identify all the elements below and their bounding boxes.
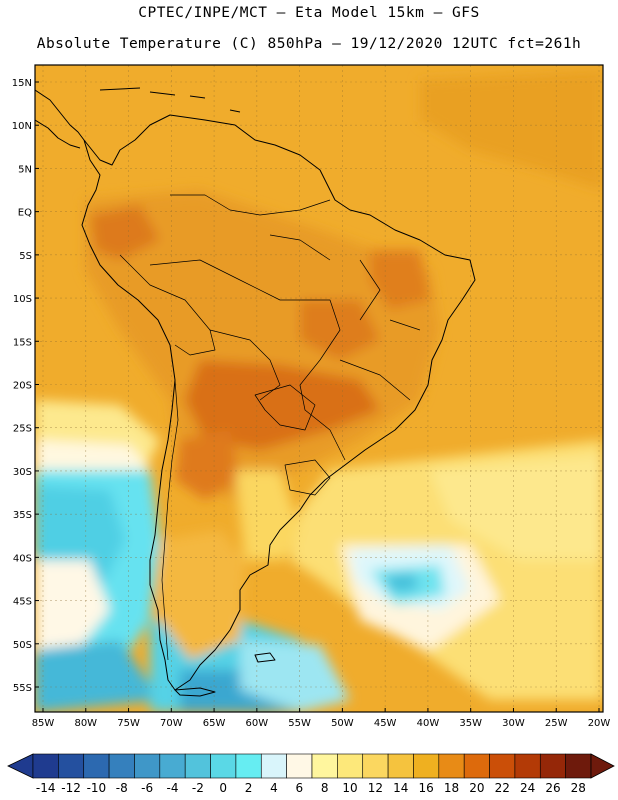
colorbar-label: 12: [368, 781, 383, 795]
colorbar-cell: [463, 753, 490, 779]
colorbar-cell: [539, 753, 566, 779]
lat-label: 15S: [13, 337, 32, 348]
lat-label: 25S: [13, 424, 32, 435]
colorbar-cell: [565, 753, 592, 779]
colorbar-cell: [58, 753, 85, 779]
colorbar-cell: [83, 753, 110, 779]
temperature-field: [35, 65, 603, 712]
lon-label: 70W: [160, 718, 183, 729]
colorbar-label: -10: [87, 781, 107, 795]
title-field: Absolute Temperature (C) 850hPa – 19/12/…: [36, 36, 582, 52]
colorbar-label: -14: [36, 781, 56, 795]
border-brazil: [149, 194, 346, 461]
lon-label: 35W: [459, 718, 482, 729]
border-states: [269, 234, 421, 401]
colorbar-label: -8: [116, 781, 128, 795]
map-frame: [34, 64, 604, 713]
colorbar-arrow-right: [590, 753, 615, 779]
title-model: CPTEC/INPE/MCT – Eta Model 15km – GFS: [138, 5, 480, 21]
colorbar-label: 14: [393, 781, 408, 795]
colorbar-cell: [413, 753, 440, 779]
colorbar-cell: [134, 753, 161, 779]
lat-label: 35S: [13, 510, 32, 521]
colorbar-cell: [210, 753, 237, 779]
lon-label: 30W: [502, 718, 525, 729]
colorbar-label: 4: [270, 781, 278, 795]
colorbar-label: 28: [571, 781, 586, 795]
colorbar-label: 6: [295, 781, 303, 795]
colorbar-label: 8: [321, 781, 329, 795]
colorbar-label: 20: [469, 781, 484, 795]
colorbar-cell: [387, 753, 414, 779]
colorbar-label: 16: [418, 781, 433, 795]
colorbar-cell: [159, 753, 186, 779]
colorbar-label: -6: [141, 781, 153, 795]
country-borders: [119, 194, 421, 661]
coastlines: [35, 87, 476, 697]
lat-label: 10S: [13, 294, 32, 305]
lon-label: 20W: [588, 718, 611, 729]
lat-label: 15N: [12, 78, 32, 89]
lat-label: 10N: [12, 121, 32, 132]
lon-label: 40W: [417, 718, 440, 729]
colorbar-label: 22: [495, 781, 510, 795]
colorbar-cell: [337, 753, 364, 779]
lon-label: 80W: [74, 718, 97, 729]
latitude-labels: 15N 10N 5N EQ 5S 10S 15S 20S 25S 30S 35S 40S 45S 50S 5…: [12, 78, 39, 694]
colorbar-label: 0: [219, 781, 227, 795]
colorbar-label: 18: [444, 781, 459, 795]
colorbar-label: 24: [520, 781, 535, 795]
falklands: [254, 652, 276, 663]
caribbean-islands: [99, 87, 241, 113]
lon-label: 65W: [203, 718, 226, 729]
lon-label: 45W: [374, 718, 397, 729]
colorbar-cell: [184, 753, 211, 779]
colorbar-cell: [108, 753, 135, 779]
lat-label: EQ: [18, 208, 32, 219]
lat-label: 20S: [13, 381, 32, 392]
colorbar-cell: [514, 753, 541, 779]
lat-label: 55S: [13, 683, 32, 694]
lat-label: 5S: [19, 251, 32, 262]
lat-label: 5N: [18, 164, 32, 175]
lat-label: 45S: [13, 597, 32, 608]
colorbar-label: -12: [61, 781, 81, 795]
central-america-coastline: [35, 89, 85, 149]
lon-label: 85W: [32, 718, 55, 729]
colorbar-label: 2: [245, 781, 253, 795]
south-america-coastline: [81, 114, 476, 691]
colorbar: -14 -12 -10 -8 -6 -4 -2 0 2 4 6 8 10 12 14 16 18 20 22 24 26…: [7, 753, 615, 795]
tierra-del-fuego: [174, 687, 216, 697]
colorbar-cell: [286, 753, 313, 779]
longitude-labels: 85W 80W 75W 70W 65W 60W 55W 50W 45W 40W 35W 30W 25W 2…: [32, 708, 611, 729]
colorbar-cell: [438, 753, 465, 779]
lon-label: 25W: [545, 718, 568, 729]
lat-label: 30S: [13, 467, 32, 478]
lon-label: 50W: [331, 718, 354, 729]
border-paraguay: [254, 384, 316, 431]
colorbar-arrow-left: [7, 753, 34, 779]
colorbar-label: -2: [192, 781, 204, 795]
colorbar-label: 10: [342, 781, 357, 795]
lon-label: 75W: [117, 718, 140, 729]
colorbar-cell: [362, 753, 389, 779]
colorbar-cell: [260, 753, 287, 779]
colorbar-label: 26: [545, 781, 560, 795]
lat-label: 40S: [13, 553, 32, 564]
colorbar-cell: [311, 753, 338, 779]
lon-label: 55W: [288, 718, 311, 729]
border-uruguay: [284, 459, 331, 496]
colorbar-cell: [489, 753, 516, 779]
colorbar-cell: [32, 753, 59, 779]
colorbar-label: -4: [167, 781, 179, 795]
lon-label: 60W: [246, 718, 269, 729]
lat-label: 50S: [13, 640, 32, 651]
border-argentina-chile: [161, 379, 179, 661]
colorbar-cell: [235, 753, 262, 779]
